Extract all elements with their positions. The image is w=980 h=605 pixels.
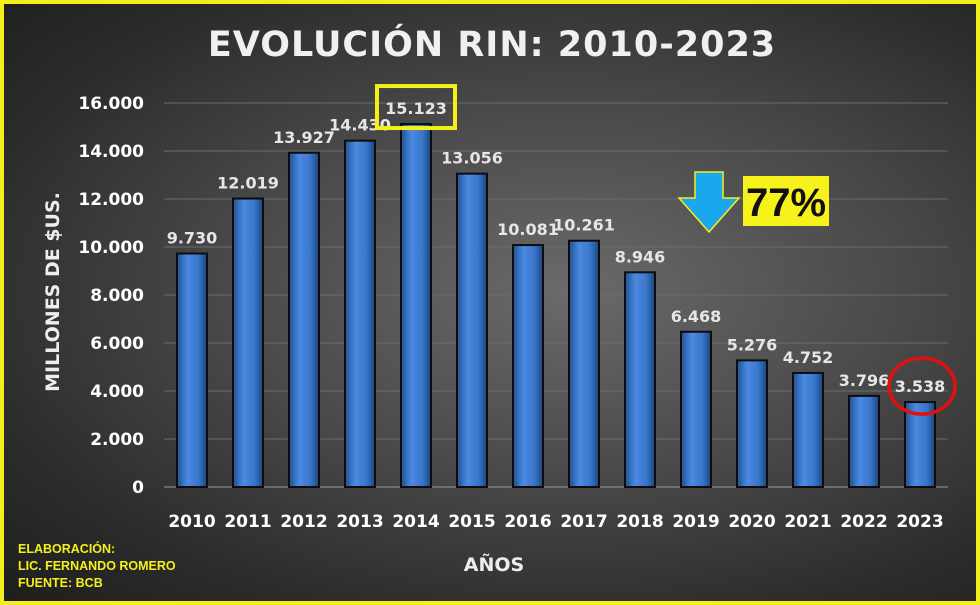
data-label-2022: 3.796 — [839, 371, 890, 390]
gridlines — [164, 102, 948, 488]
y-tick-label: 14.000 — [78, 142, 144, 162]
bar-2019 — [680, 330, 712, 488]
x-tick-label-2023: 2023 — [896, 512, 943, 532]
data-label-2016: 10.081 — [497, 220, 559, 239]
chart-title: EVOLUCIÓN RIN: 2010-2023 — [208, 23, 776, 65]
x-tick-label-2013: 2013 — [336, 512, 383, 532]
data-label-2012: 13.927 — [273, 128, 335, 147]
x-tick-label-2022: 2022 — [840, 512, 887, 532]
x-axis-label: AÑOS — [464, 552, 524, 576]
bar-2017 — [568, 239, 600, 488]
x-tick-label-2015: 2015 — [448, 512, 495, 532]
data-label-2010: 9.730 — [167, 228, 218, 247]
x-tick-label-2012: 2012 — [280, 512, 327, 532]
y-axis-label: MILLONES DE $US. — [42, 192, 64, 392]
credits-line-source: FUENTE: BCB — [18, 576, 103, 590]
credits: ELABORACIÓN: LIC. FERNANDO ROMERO FUENTE… — [18, 541, 176, 592]
decline-arrow-icon — [677, 171, 741, 234]
bar-2021 — [792, 371, 824, 488]
bar-2018 — [624, 271, 656, 488]
bar-chart: EVOLUCIÓN RIN: 2010-2023 0 2.000 4.000 6.00… — [42, 23, 957, 576]
data-label-2014: 15.123 — [385, 99, 447, 118]
data-label-2018: 8.946 — [615, 247, 666, 266]
decline-percentage-label: 77% — [746, 181, 826, 225]
x-tick-label-2018: 2018 — [616, 512, 663, 532]
y-tick-label: 4.000 — [90, 382, 144, 402]
bar-2015 — [456, 172, 488, 488]
x-tick-label-2010: 2010 — [168, 512, 215, 532]
bar-2020 — [736, 359, 768, 489]
data-label-2021: 4.752 — [783, 348, 834, 367]
x-tick-label-2021: 2021 — [784, 512, 831, 532]
bar-2012 — [288, 151, 320, 488]
x-axis-ticks: 2010 2011 2012 2013 2014 2015 2016 2017 2018 2019… — [168, 512, 943, 532]
decline-label-background — [743, 176, 829, 226]
data-label-2023: 3.538 — [895, 377, 946, 396]
data-label-2011: 12.019 — [217, 174, 279, 193]
x-tick-label-2011: 2011 — [224, 512, 271, 532]
credits-line-author: LIC. FERNANDO ROMERO — [18, 559, 176, 573]
bar-2013 — [344, 139, 376, 488]
data-label-2017: 10.261 — [553, 216, 615, 235]
bar-2014 — [400, 123, 432, 488]
data-label-2020: 5.276 — [727, 335, 778, 354]
y-tick-label: 6.000 — [90, 334, 144, 354]
y-tick-label: 16.000 — [78, 94, 144, 114]
bar-2016 — [512, 244, 544, 488]
bar-2010 — [176, 252, 208, 488]
x-tick-label-2020: 2020 — [728, 512, 775, 532]
x-tick-label-2014: 2014 — [392, 512, 439, 532]
bar-2011 — [232, 197, 264, 488]
data-label-2013: 14.430 — [329, 116, 391, 135]
x-tick-label-2019: 2019 — [672, 512, 719, 532]
bar-2022 — [848, 394, 880, 488]
y-tick-label: 2.000 — [90, 430, 144, 450]
credits-line-elaboracion: ELABORACIÓN: — [18, 542, 116, 556]
data-label-2019: 6.468 — [671, 307, 722, 326]
last-value-highlight-circle — [887, 356, 957, 416]
annotations: 77% — [375, 84, 957, 416]
y-tick-label: 12.000 — [78, 190, 144, 210]
y-tick-label: 8.000 — [90, 286, 144, 306]
max-value-highlight-box — [375, 84, 457, 131]
x-tick-label-2017: 2017 — [560, 512, 607, 532]
data-label-2015: 13.056 — [441, 149, 503, 168]
bar-2023 — [904, 401, 936, 489]
bars — [176, 123, 936, 489]
y-tick-label: 0 — [132, 478, 144, 498]
x-tick-label-2016: 2016 — [504, 512, 551, 532]
y-tick-label: 10.000 — [78, 238, 144, 258]
y-axis-ticks: 0 2.000 4.000 6.000 8.000 10.000 12.000 14.000 1… — [78, 94, 144, 498]
